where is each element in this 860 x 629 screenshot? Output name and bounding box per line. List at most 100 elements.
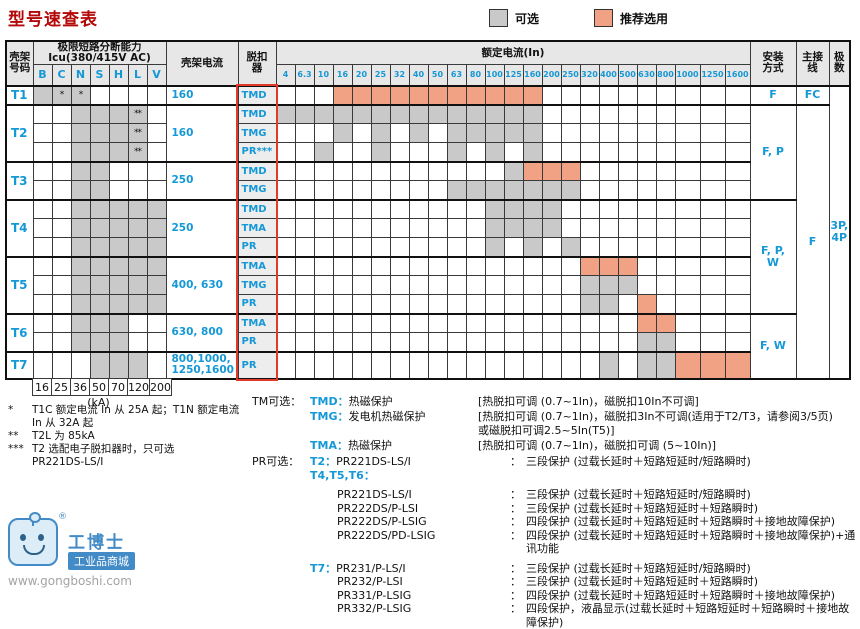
rated-current-cell	[446, 255, 467, 276]
tm-code: TMD：	[310, 395, 349, 408]
trip-unit-label: TMD	[237, 198, 277, 219]
watermark-tagline: 工业品商城	[68, 552, 135, 570]
rated-current-cell	[332, 142, 353, 162]
current-column-header: 400	[598, 64, 619, 86]
rated-current-cell	[674, 123, 701, 143]
icu-cell	[108, 275, 129, 295]
rated-current-cell	[560, 84, 581, 105]
rated-current-cell	[724, 160, 751, 181]
icu-cell	[108, 160, 129, 181]
selection-table: 壳架 号码 极限短路分断能力 Icu(380/415V AC) 壳架电流 脱扣器额定电流(…	[5, 40, 851, 380]
rated-current-cell	[408, 103, 429, 124]
rated-current-cell	[598, 275, 619, 295]
ka-values-table: 16 25 36 50 70 120 200	[32, 378, 172, 396]
rated-current-cell	[389, 350, 410, 379]
rated-current-cell	[465, 123, 486, 143]
label-line: 800,1000,	[171, 353, 231, 365]
rated-current-cell	[579, 84, 600, 105]
rated-current-cell	[503, 142, 524, 162]
rated-current-cell	[636, 218, 657, 238]
rated-current-cell	[522, 312, 543, 333]
icu-cell	[127, 275, 148, 295]
rated-current-cell	[465, 142, 486, 162]
rated-current-cell	[389, 312, 410, 333]
rated-current-cell	[408, 237, 429, 257]
pr-frame-code: T4,T5,T6：	[310, 468, 375, 482]
pr-group-label	[252, 469, 310, 483]
trip-unit-label: PR	[237, 294, 277, 314]
tm-type: 热磁保护	[347, 438, 392, 452]
install-value: F, P	[749, 103, 797, 200]
icu-cell: **	[127, 103, 148, 124]
rated-current-cell	[465, 312, 486, 333]
icu-cell	[108, 332, 129, 352]
label-line: PR221DS-LS/I	[32, 456, 104, 468]
rated-current-cell	[408, 275, 429, 295]
frame-label: T1	[5, 84, 34, 105]
rated-current-cell	[484, 350, 505, 379]
rated-current-cell	[294, 332, 315, 352]
rated-current-cell	[446, 275, 467, 295]
rated-current-cell	[503, 218, 524, 238]
rated-current-cell	[275, 160, 296, 181]
rated-current-cell	[332, 350, 353, 379]
tm-option-row: TMG：发电机热磁保护 [热脱扣可调 (0.7~1In)，磁脱扣3In不可调(适用…	[252, 410, 856, 425]
rated-current-cell	[674, 198, 701, 219]
trip-unit-label: TMD	[237, 160, 277, 181]
icu-cell	[89, 180, 110, 200]
icu-cell	[108, 198, 129, 219]
rated-current-cell	[522, 255, 543, 276]
icu-cell: *	[70, 84, 91, 105]
rated-current-cell	[655, 350, 676, 379]
rated-current-cell	[541, 123, 562, 143]
rated-current-cell	[503, 275, 524, 295]
rated-current-cell	[560, 275, 581, 295]
rated-current-cell	[332, 312, 353, 333]
rated-current-cell	[522, 180, 543, 200]
rated-current-cell	[598, 198, 619, 219]
rated-current-cell	[465, 237, 486, 257]
rated-current-cell	[427, 84, 448, 105]
pr-description: 四段保护，液晶显示(过载长延时＋短路短延时＋短路瞬时＋接地故障保护)	[526, 602, 850, 629]
footnote-text: T2L 为 85kA	[32, 430, 243, 443]
pr-group-label	[252, 502, 310, 516]
rated-current-cell	[541, 142, 562, 162]
rated-current-cell	[699, 198, 726, 219]
rated-current-cell	[560, 160, 581, 181]
rated-current-cell	[370, 198, 391, 219]
rated-current-cell	[465, 255, 486, 276]
rated-current-cell	[503, 160, 524, 181]
icu-cell	[127, 255, 148, 276]
trip-unit-label: PR	[237, 332, 277, 352]
rated-current-cell	[427, 142, 448, 162]
rated-current-cell	[408, 294, 429, 314]
rated-current-cell	[294, 198, 315, 219]
trip-unit-label: TMD	[237, 103, 277, 124]
icu-cell	[32, 198, 53, 219]
rated-current-cell	[465, 180, 486, 200]
frame-label: T5	[5, 255, 34, 314]
rated-current-cell	[560, 350, 581, 379]
rated-current-cell	[408, 218, 429, 238]
rated-current-cell	[484, 142, 505, 162]
pr-option-row: PR222DS/P-LSIG ： 四段保护 (过载长延时＋短路短延时＋短路瞬时＋接地…	[252, 515, 856, 529]
rated-current-cell	[617, 294, 638, 314]
rated-current-cell	[484, 332, 505, 352]
rated-current-cell	[560, 237, 581, 257]
tm-option-row: TMA：热磁保护 [热脱扣可调 (0.7~1In)，磁脱扣可调 (5~10In)]	[252, 439, 856, 454]
tm-description: [热脱扣可调 (0.7~1In)，磁脱扣可调 (5~10In)]	[478, 438, 717, 452]
label-line: 极	[834, 51, 845, 64]
label-line: W	[766, 255, 780, 269]
rated-current-cell	[560, 312, 581, 333]
rated-current-cell	[560, 180, 581, 200]
pr-option-row: PR331/P-LSIG ： 四段保护 (过载长延时＋短路短延时＋短路瞬时＋接地故障…	[252, 589, 856, 603]
rated-current-cell	[560, 198, 581, 219]
icu-cell	[89, 294, 110, 314]
tm-group-label	[252, 410, 310, 425]
rated-current-cell	[275, 142, 296, 162]
rated-current-cell	[598, 294, 619, 314]
rated-current-cell	[484, 123, 505, 143]
icu-cell	[51, 312, 72, 333]
pr-description: 三段保护 (过载长延时＋短路短延时/短路瞬时)	[526, 455, 751, 468]
rated-current-cell	[724, 180, 751, 200]
